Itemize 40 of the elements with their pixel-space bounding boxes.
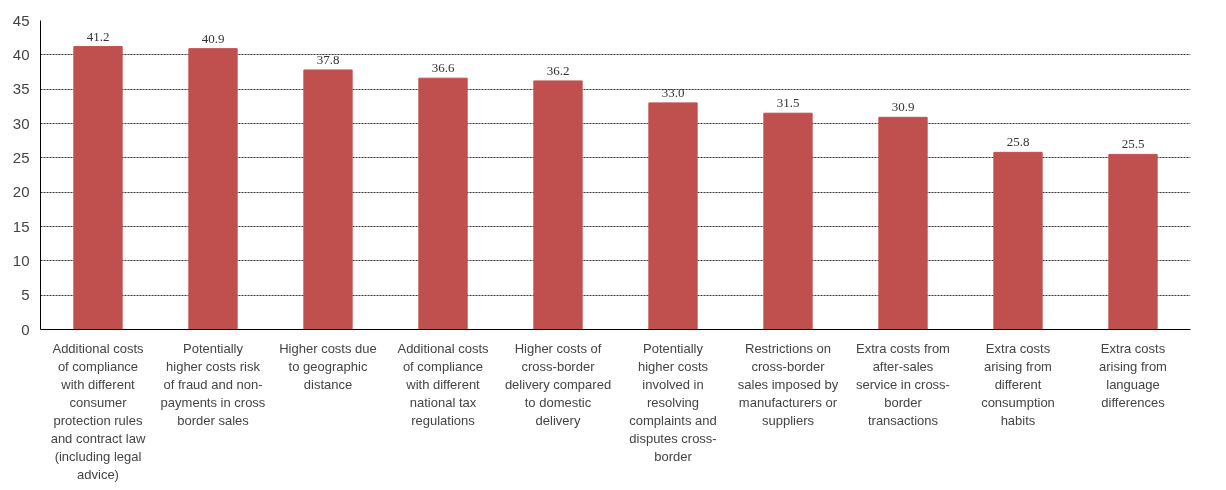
x-tick-label: Higher costs of cross-border delivery compared to domestic delivery bbox=[504, 340, 612, 428]
y-tick-label: 25 bbox=[12, 148, 30, 166]
y-tick-label: 35 bbox=[12, 80, 30, 98]
bar bbox=[418, 77, 468, 330]
x-tick-label: Extra costs from after-sales service in cross-border transactions bbox=[856, 340, 950, 428]
data-label: 33.0 bbox=[661, 84, 685, 100]
y-tick-label: 15 bbox=[12, 217, 30, 235]
x-tick-label: Extra costs arising from different consumption habits bbox=[981, 340, 1055, 428]
data-label: 40.9 bbox=[201, 30, 225, 46]
x-tick-label: Additional costs of compliance with different consumer protection rules and contract law (including legal advice) bbox=[50, 340, 146, 482]
y-tick-label: 40 bbox=[12, 45, 30, 63]
y-tick-label: 30 bbox=[12, 114, 30, 132]
bar bbox=[993, 151, 1043, 330]
x-tick-label: Restrictions on cross-border sales imposed by manufacturers or suppliers bbox=[737, 340, 839, 428]
bar bbox=[533, 80, 583, 330]
data-label: 25.8 bbox=[1006, 134, 1030, 150]
bar bbox=[1108, 153, 1158, 330]
bar bbox=[188, 48, 238, 330]
y-tick-label: 45 bbox=[12, 11, 30, 29]
bar bbox=[878, 116, 928, 330]
y-tick-label: 10 bbox=[12, 251, 30, 269]
data-label: 41.2 bbox=[86, 28, 110, 44]
bar bbox=[73, 46, 123, 330]
x-tick-label: Potentially higher costs involved in resolving complaints and disputes cross-border bbox=[629, 340, 717, 464]
bar bbox=[763, 112, 813, 330]
x-tick-label: Potentially higher costs risk of fraud and non-payments in cross border sales bbox=[160, 340, 266, 428]
x-tick-label: Additional costs of compliance with different national tax regulations bbox=[397, 340, 490, 428]
x-tick-label: Extra costs arising from language differences bbox=[1099, 340, 1167, 410]
data-label: 37.8 bbox=[316, 51, 340, 67]
data-label: 36.2 bbox=[546, 62, 570, 78]
data-label: 36.6 bbox=[431, 60, 455, 76]
data-label: 31.5 bbox=[776, 95, 800, 111]
data-label: 30.9 bbox=[891, 99, 915, 115]
y-tick-label: 20 bbox=[12, 183, 30, 201]
y-tick-label: 0 bbox=[21, 320, 30, 338]
y-tick-label: 5 bbox=[21, 286, 30, 304]
bar bbox=[303, 69, 353, 330]
x-tick-label: Higher costs due to geographic distance bbox=[279, 340, 377, 392]
bar bbox=[648, 102, 698, 330]
data-label: 25.5 bbox=[1121, 136, 1145, 152]
